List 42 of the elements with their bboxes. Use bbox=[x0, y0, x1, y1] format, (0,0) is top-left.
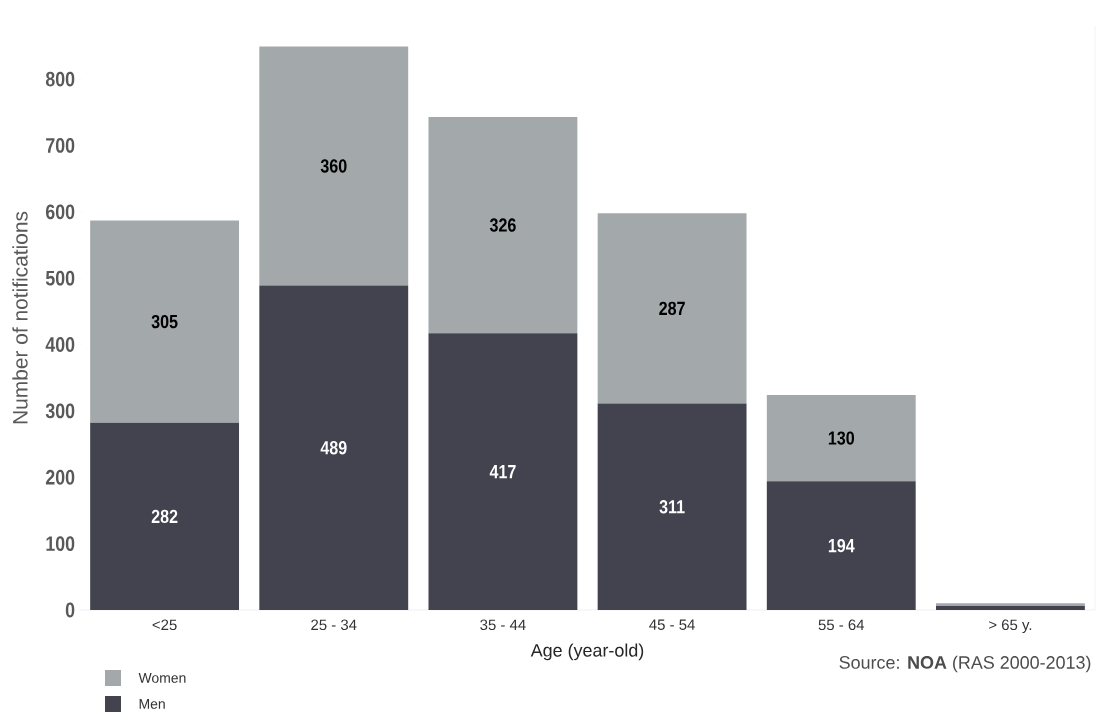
bar bbox=[259, 285, 409, 610]
data-label: 311 bbox=[659, 500, 685, 514]
bar bbox=[597, 403, 747, 610]
y-tick-label: 700 bbox=[46, 138, 75, 153]
data-label: 417 bbox=[489, 465, 516, 479]
y-tick-label: 300 bbox=[45, 403, 75, 419]
data-label: 130 bbox=[828, 431, 855, 445]
source-note: Source: NOA (RAS 2000-2013) bbox=[839, 655, 1091, 673]
y-tick-label: 500 bbox=[45, 270, 75, 286]
data-label: 360 bbox=[320, 159, 347, 173]
legend-label: Men bbox=[139, 699, 165, 709]
bar bbox=[90, 220, 240, 423]
y-tick-label: 100 bbox=[46, 536, 75, 552]
y-tick-label: 200 bbox=[45, 469, 75, 485]
legend-label: Women bbox=[138, 673, 186, 683]
bar bbox=[766, 481, 916, 610]
data-label: 287 bbox=[659, 301, 685, 316]
data-label: 326 bbox=[489, 218, 516, 232]
x-tick-label: 45 - 54 bbox=[649, 619, 695, 630]
data-label: 489 bbox=[320, 441, 347, 455]
x-tick-label: 25 - 34 bbox=[311, 619, 357, 631]
data-label: 282 bbox=[151, 509, 178, 524]
y-tick-label: 400 bbox=[45, 337, 75, 352]
data-label: 194 bbox=[828, 538, 855, 553]
bar bbox=[428, 116, 578, 334]
bar bbox=[428, 333, 578, 610]
bar bbox=[935, 603, 1085, 606]
y-tick-label: 600 bbox=[46, 204, 75, 220]
bar bbox=[766, 394, 916, 482]
y-tick-label: 800 bbox=[45, 71, 75, 87]
x-tick-label: > 65 y. bbox=[989, 619, 1032, 634]
data-label: 305 bbox=[151, 314, 178, 329]
x-tick-label: 55 - 64 bbox=[818, 619, 865, 631]
bar bbox=[935, 606, 1085, 610]
x-tick-label: 35 - 44 bbox=[480, 619, 526, 631]
y-axis-title: Number of notifications bbox=[12, 211, 28, 424]
y-tick-label: 0 bbox=[65, 602, 75, 618]
bar bbox=[90, 422, 240, 610]
x-tick-label: <25 bbox=[152, 619, 177, 631]
bar bbox=[259, 46, 409, 286]
bar bbox=[597, 213, 747, 404]
x-axis-title: Age (year-old) bbox=[530, 643, 644, 661]
